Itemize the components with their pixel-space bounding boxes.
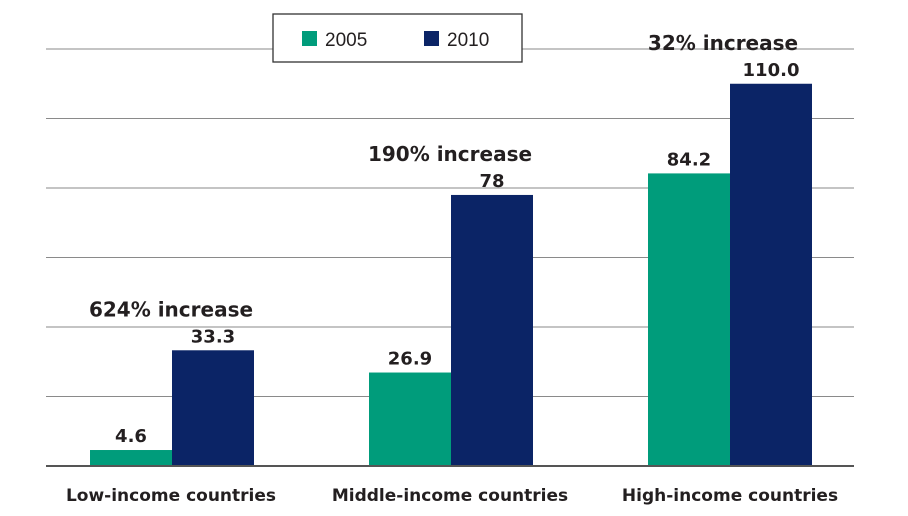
category-labels: Low-income countries Middle-income countr… [66, 486, 838, 506]
legend-label-2005: 2005 [325, 30, 367, 51]
increase-annotation-high-income-countries: 32% increase [648, 31, 798, 55]
value-labels: 4.6 33.3 26.9 78 84.2 110.0 [115, 60, 799, 447]
legend: 2005 2010 [272, 13, 523, 63]
value-label-middle-income-countries-2010: 78 [479, 171, 504, 192]
value-label-high-income-countries-2010: 110.0 [743, 60, 800, 81]
legend-swatch-2010 [424, 31, 439, 46]
bars [90, 83, 812, 466]
category-label-high-income-countries: High-income countries [622, 486, 838, 506]
increase-annotations: 624% increase 190% increase 32% increase [89, 31, 798, 322]
bar-low-income-countries-2010 [172, 350, 254, 466]
value-label-high-income-countries-2005: 84.2 [667, 149, 711, 170]
bar-middle-income-countries-2005 [369, 372, 451, 466]
category-label-low-income-countries: Low-income countries [66, 486, 276, 506]
category-label-middle-income-countries: Middle-income countries [332, 486, 568, 506]
bar-middle-income-countries-2010 [451, 194, 533, 466]
increase-annotation-low-income-countries: 624% increase [89, 297, 253, 321]
increase-annotation-middle-income-countries: 190% increase [368, 142, 532, 166]
value-label-low-income-countries-2005: 4.6 [115, 426, 147, 447]
bar-low-income-countries-2005 [90, 450, 172, 466]
value-label-low-income-countries-2010: 33.3 [191, 326, 235, 347]
bar-high-income-countries-2010 [730, 83, 812, 466]
value-label-middle-income-countries-2005: 26.9 [388, 349, 432, 370]
bar-high-income-countries-2005 [648, 173, 730, 466]
legend-label-2010: 2010 [447, 30, 489, 51]
legend-swatch-2005 [302, 31, 317, 46]
